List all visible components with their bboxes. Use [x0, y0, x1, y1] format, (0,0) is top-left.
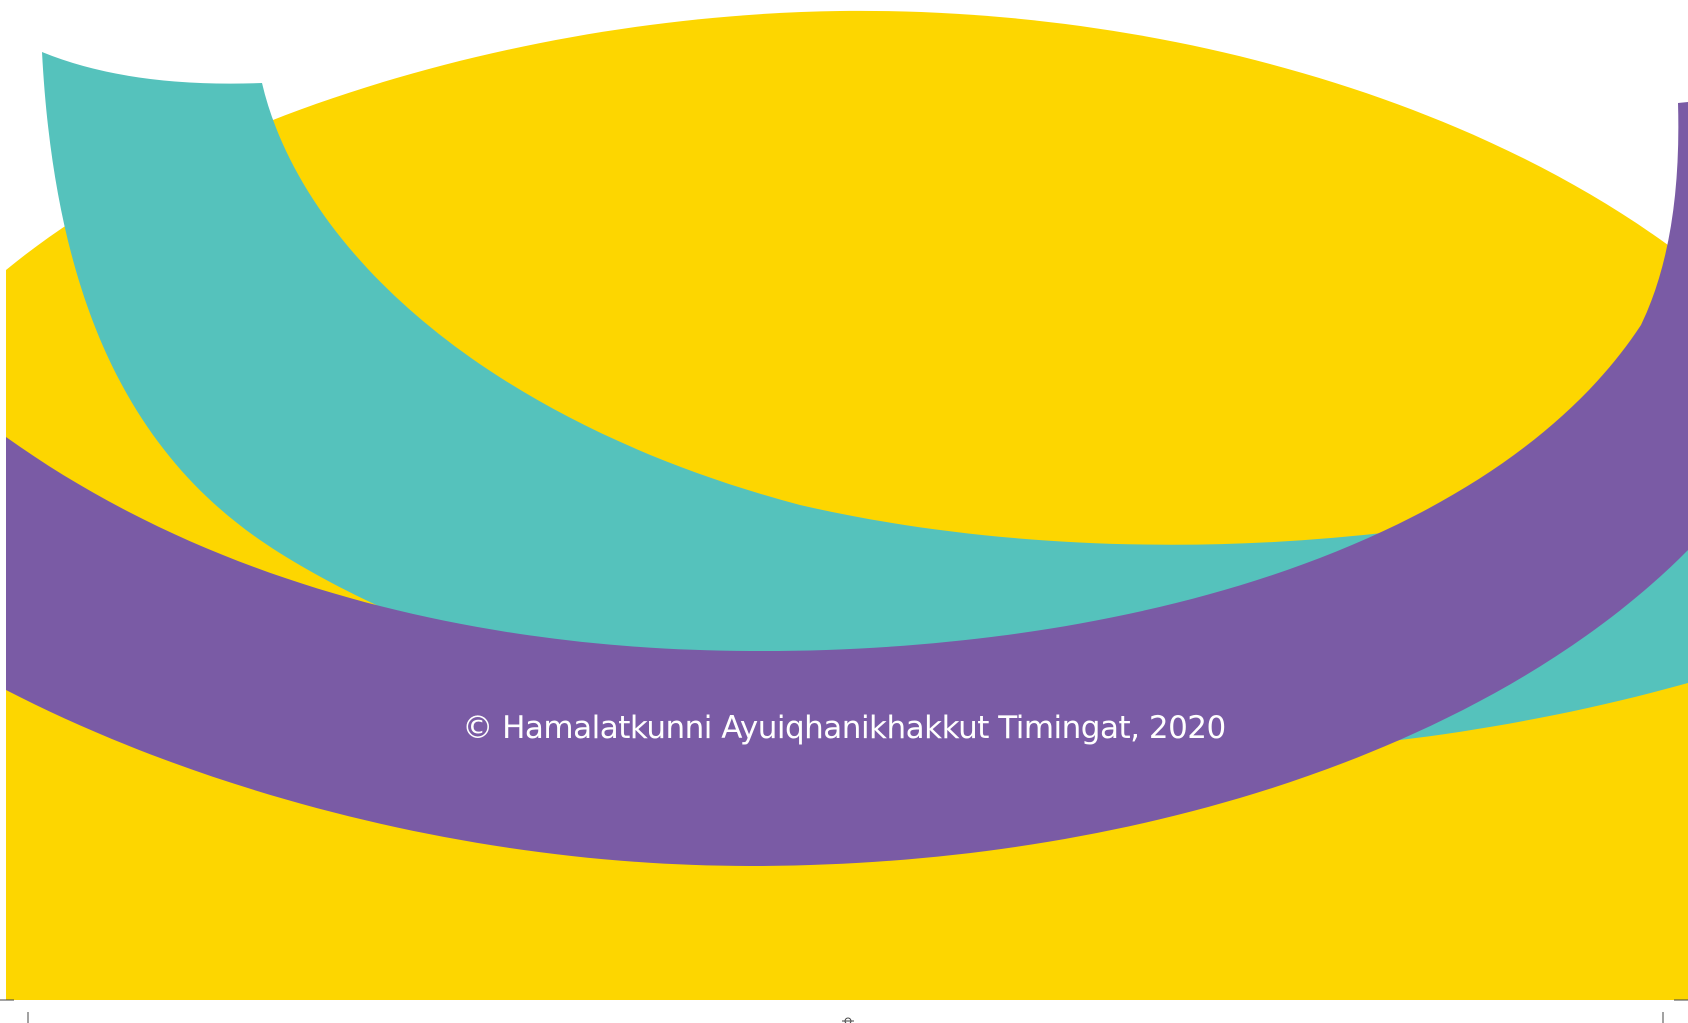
crop-marks	[0, 999, 1688, 1023]
artwork-shapes	[6, 10, 1688, 1000]
purple-band	[6, 102, 1688, 866]
copyright-notice: © Hamalatkunni Ayuiqhanikhakkut Timingat…	[462, 710, 1226, 746]
